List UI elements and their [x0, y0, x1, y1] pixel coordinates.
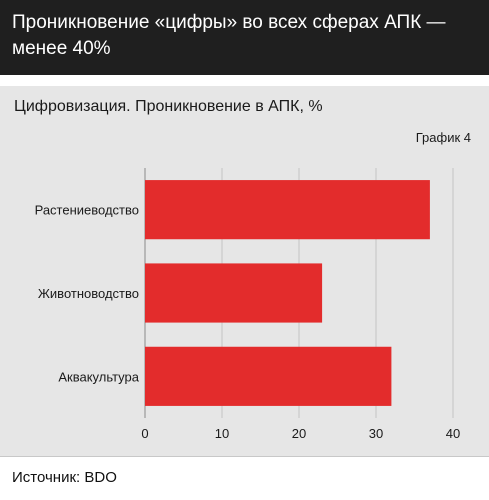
bar: [145, 263, 323, 323]
bar-chart: 0 10 20 30 40 Растениеводство Животноводство Ак…: [35, 168, 460, 441]
bar: [145, 180, 430, 240]
category-label: Животноводство: [38, 286, 139, 301]
category-label: Растениеводство: [35, 203, 139, 218]
header-bar: Проникновение «цифры» во всех сферах АПК…: [0, 0, 489, 75]
x-tick-label: 30: [369, 426, 383, 441]
footer: Источник: BDO: [0, 456, 489, 500]
category-label: Аквакультура: [58, 369, 139, 384]
chart-panel: Цифровизация. Проникновение в АПК, % Гра…: [0, 86, 489, 456]
x-tick-label: 0: [141, 426, 148, 441]
headline: Проникновение «цифры» во всех сферах АПК…: [12, 12, 446, 59]
chart-subtitle: Цифровизация. Проникновение в АПК, %: [14, 98, 323, 115]
chart-number: График 4: [415, 130, 471, 145]
bar: [145, 346, 392, 406]
source-note: Источник: BDO: [12, 469, 117, 486]
x-tick-label: 20: [292, 426, 306, 441]
x-tick-label: 40: [446, 426, 460, 441]
x-tick-label: 10: [215, 426, 229, 441]
